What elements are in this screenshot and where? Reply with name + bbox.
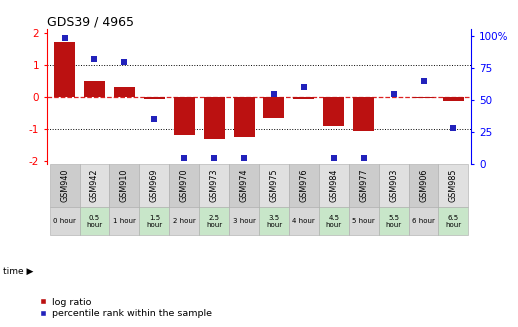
Text: 2.5
hour: 2.5 hour — [206, 215, 222, 228]
Bar — [264, 97, 284, 118]
Text: GSM903: GSM903 — [389, 169, 398, 202]
Point — [270, 91, 278, 96]
Text: GSM984: GSM984 — [329, 169, 338, 202]
Point — [240, 155, 248, 161]
Text: GSM974: GSM974 — [239, 169, 249, 202]
Bar — [289, 207, 319, 235]
Bar — [169, 207, 199, 235]
Point — [329, 155, 338, 161]
Text: GSM985: GSM985 — [449, 169, 458, 202]
Text: GSM976: GSM976 — [299, 169, 308, 202]
Point — [61, 36, 69, 41]
Bar — [349, 164, 379, 207]
Text: GSM910: GSM910 — [120, 169, 129, 202]
Text: 3 hour: 3 hour — [233, 218, 255, 224]
Text: 4 hour: 4 hour — [293, 218, 315, 224]
Point — [120, 59, 128, 64]
Point — [359, 155, 368, 161]
Text: 0.5
hour: 0.5 hour — [87, 215, 103, 228]
Point — [150, 117, 159, 122]
Point — [210, 155, 218, 161]
Bar — [443, 97, 464, 101]
Bar — [80, 164, 109, 207]
Bar — [413, 97, 434, 98]
Text: 2 hour: 2 hour — [173, 218, 196, 224]
Bar — [438, 207, 468, 235]
Point — [180, 155, 189, 161]
Point — [449, 126, 457, 131]
Text: GSM906: GSM906 — [419, 169, 428, 202]
Bar — [144, 97, 165, 99]
Bar — [204, 97, 225, 139]
Bar — [229, 164, 259, 207]
Text: 6 hour: 6 hour — [412, 218, 435, 224]
Text: 5 hour: 5 hour — [352, 218, 375, 224]
Text: 0 hour: 0 hour — [53, 218, 76, 224]
Legend: log ratio, percentile rank within the sample: log ratio, percentile rank within the sa… — [36, 294, 215, 322]
Text: 6.5
hour: 6.5 hour — [445, 215, 462, 228]
Text: GDS39 / 4965: GDS39 / 4965 — [47, 15, 134, 28]
Bar — [199, 207, 229, 235]
Bar — [169, 164, 199, 207]
Bar — [234, 97, 254, 137]
Bar — [50, 207, 80, 235]
Bar — [353, 97, 374, 130]
Text: GSM973: GSM973 — [210, 169, 219, 202]
Text: GSM970: GSM970 — [180, 169, 189, 202]
Text: GSM969: GSM969 — [150, 169, 159, 202]
Text: 1.5
hour: 1.5 hour — [146, 215, 162, 228]
Text: GSM940: GSM940 — [60, 169, 69, 202]
Bar — [109, 207, 139, 235]
Point — [390, 91, 398, 96]
Bar — [259, 164, 289, 207]
Bar — [54, 42, 75, 97]
Bar — [379, 164, 409, 207]
Bar — [139, 207, 169, 235]
Bar — [109, 164, 139, 207]
Bar — [50, 164, 80, 207]
Bar — [259, 207, 289, 235]
Bar — [289, 164, 319, 207]
Bar — [379, 207, 409, 235]
Text: 4.5
hour: 4.5 hour — [326, 215, 342, 228]
Bar — [199, 164, 229, 207]
Bar — [349, 207, 379, 235]
Bar — [174, 97, 195, 135]
Text: 3.5
hour: 3.5 hour — [266, 215, 282, 228]
Bar — [319, 164, 349, 207]
Bar — [409, 164, 438, 207]
Text: time ▶: time ▶ — [3, 267, 33, 276]
Text: GSM977: GSM977 — [359, 169, 368, 202]
Bar — [409, 207, 438, 235]
Text: 1 hour: 1 hour — [113, 218, 136, 224]
Text: GSM942: GSM942 — [90, 169, 99, 202]
Point — [300, 85, 308, 90]
Bar — [438, 164, 468, 207]
Bar — [293, 97, 314, 99]
Point — [90, 56, 98, 61]
Bar — [84, 81, 105, 97]
Bar — [323, 97, 344, 126]
Bar — [139, 164, 169, 207]
Point — [420, 78, 428, 83]
Text: 5.5
hour: 5.5 hour — [385, 215, 401, 228]
Bar — [229, 207, 259, 235]
Bar — [114, 87, 135, 97]
Bar — [319, 207, 349, 235]
Bar — [80, 207, 109, 235]
Text: GSM975: GSM975 — [269, 169, 279, 202]
